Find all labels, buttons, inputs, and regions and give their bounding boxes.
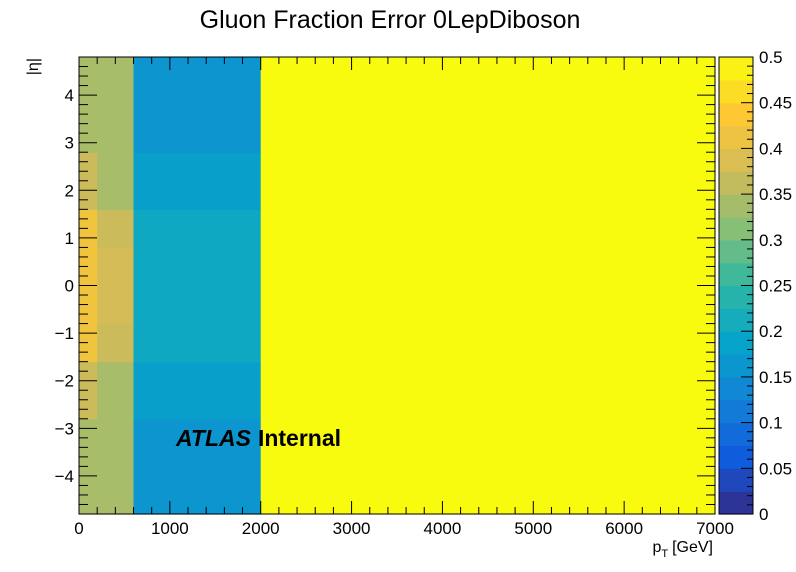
heatmap-cell: [133, 57, 262, 153]
heatmap-cell: [260, 323, 716, 363]
x-tick-label: 1000: [151, 519, 189, 538]
colorbar-band: [719, 125, 753, 149]
heatmap-cell: [79, 152, 98, 210]
colorbar-band: [719, 262, 753, 287]
colorbar-tick-label: 0.1: [759, 414, 783, 433]
heatmap-cell: [97, 152, 135, 210]
x-tick-label: 6000: [605, 519, 643, 538]
x-tick-label: 3000: [333, 519, 371, 538]
heatmap-cell: [133, 361, 262, 420]
colorbar-band: [719, 57, 753, 81]
x-axis-label: pT [GeV]: [652, 539, 713, 560]
colorbar-band: [719, 331, 753, 355]
colorbar-band: [719, 445, 753, 469]
y-tick-label: −2: [55, 372, 74, 391]
colorbar-band: [719, 216, 753, 241]
heatmap-cell: [133, 323, 262, 363]
x-tick-label: 7000: [696, 519, 734, 538]
colorbar-band: [719, 79, 753, 104]
colorbar-band: [719, 422, 753, 447]
heatmap-cells: [79, 57, 716, 515]
colorbar: 0 0.05 0.1 0.15 0.2 0.25 0.3 0.35 0.4 0.45 0.5: [718, 48, 792, 524]
y-tick-label: −4: [55, 467, 74, 486]
heatmap-cell: [79, 57, 98, 153]
colorbar-band: [719, 354, 753, 378]
heatmap-cell: [97, 418, 135, 515]
heatmap-cell: [133, 209, 262, 249]
heatmap-cell: [260, 209, 716, 249]
y-tick-label: −1: [55, 324, 74, 343]
chart-title: Gluon Fraction Error 0LepDiboson: [200, 6, 581, 34]
heatmap-cell: [133, 418, 262, 515]
colorbar-band: [719, 194, 753, 218]
x-tick-label: 4000: [424, 519, 462, 538]
colorbar-tick-label: 0.45: [759, 94, 792, 113]
y-tick-label: 3: [65, 134, 74, 153]
y-tick-label: −3: [55, 419, 74, 438]
colorbar-band: [719, 239, 753, 264]
atlas-label: ATLAS Internal: [175, 425, 341, 451]
heatmap-cell: [260, 418, 716, 515]
colorbar-band: [719, 102, 753, 127]
colorbar-tick-label: 0.4: [759, 139, 783, 158]
colorbar-tick-label: 0.35: [759, 185, 792, 204]
colorbar-tick-label: 0.15: [759, 368, 792, 387]
heatmap-cell: [97, 361, 135, 420]
colorbar-band: [719, 468, 753, 492]
colorbar-tick-label: 0.05: [759, 459, 792, 478]
y-tick-label: 1: [65, 229, 74, 248]
y-tick-label: 2: [65, 181, 74, 200]
y-axis-label: |η|: [25, 58, 42, 75]
x-axis: 0 1000 2000 3000 4000 5000 6000 7000: [74, 57, 734, 538]
heatmap-cell: [97, 209, 135, 249]
colorbar-band: [719, 491, 753, 515]
y-tick-label: 4: [65, 86, 74, 105]
x-tick-label: 5000: [514, 519, 552, 538]
heatmap-cell: [79, 418, 98, 515]
heatmap-cell: [97, 57, 135, 153]
colorbar-tick-label: 0.25: [759, 277, 792, 296]
x-tick-label: 0: [74, 519, 83, 538]
colorbar-band: [719, 148, 753, 172]
heatmap-cell: [97, 247, 135, 325]
y-tick-label: 0: [65, 277, 74, 296]
colorbar-tick-label: 0.2: [759, 322, 783, 341]
heatmap-cell: [133, 247, 262, 325]
x-tick-label: 2000: [242, 519, 280, 538]
colorbar-tick-label: 0.3: [759, 231, 783, 250]
colorbar-band: [719, 376, 753, 401]
heatmap-cell: [133, 152, 262, 210]
y-axis: −4 −3 −2 −1 0 1 2 3 4: [55, 56, 715, 515]
heatmap-cell: [260, 57, 716, 153]
colorbar-band: [719, 399, 753, 424]
heatmap-cell: [260, 361, 716, 420]
heatmap-cell: [79, 361, 98, 420]
colorbar-band: [719, 308, 753, 332]
heatmap-cell: [260, 152, 716, 210]
colorbar-tick-label: 0.5: [759, 48, 783, 67]
heatmap-cell: [97, 323, 135, 363]
colorbar-band: [719, 171, 753, 195]
heatmap-cell: [260, 247, 716, 325]
colorbar-tick-label: 0: [759, 505, 768, 524]
colorbar-band: [719, 285, 753, 309]
